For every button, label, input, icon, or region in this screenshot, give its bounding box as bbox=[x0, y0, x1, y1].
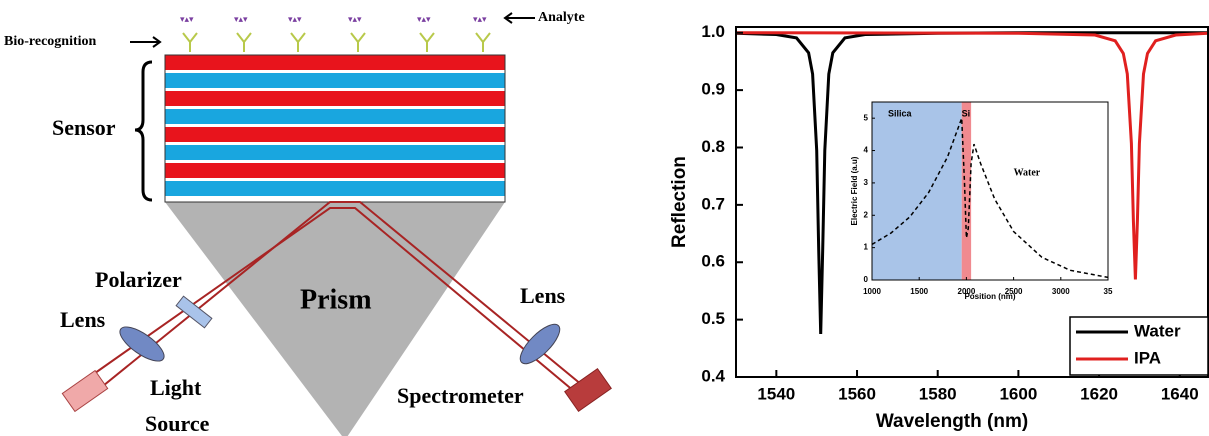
x-tick-label: 1560 bbox=[838, 384, 876, 403]
svg-text:▾▴▾: ▾▴▾ bbox=[234, 14, 248, 24]
figure: ▾▴▾ ▾▴▾ ▾▴▾ ▾▴▾ ▾▴▾ ▾▴▾ Analyte Bio-recognit… bbox=[0, 0, 1209, 436]
region-label: Silica bbox=[888, 108, 913, 118]
layer bbox=[165, 181, 505, 196]
svg-text:▾▴▾: ▾▴▾ bbox=[473, 14, 487, 24]
spectrometer-box bbox=[565, 369, 612, 412]
legend-label: Water bbox=[1134, 321, 1181, 340]
x-tick-label: 1000 bbox=[863, 287, 881, 296]
sensor-stack bbox=[165, 55, 505, 202]
label: Lens bbox=[60, 307, 106, 332]
y-tick-label: 0.8 bbox=[701, 137, 725, 156]
layer bbox=[165, 127, 505, 142]
region bbox=[962, 102, 971, 280]
arrow bbox=[505, 13, 535, 23]
y-tick-label: 3 bbox=[864, 178, 869, 187]
y-tick-label: 0 bbox=[864, 275, 869, 284]
y-axis-label: Reflection bbox=[669, 156, 690, 248]
x-tick-label: 1640 bbox=[1161, 384, 1199, 403]
svg-text:▾▴▾: ▾▴▾ bbox=[180, 14, 194, 24]
layer bbox=[165, 73, 505, 88]
y-tick-label: 1 bbox=[864, 243, 869, 252]
y-tick-label: 0.6 bbox=[701, 252, 725, 271]
x-axis-label: Wavelength (nm) bbox=[876, 411, 1028, 432]
y-tick-label: 0.4 bbox=[701, 366, 725, 385]
svg-text:▾▴▾: ▾▴▾ bbox=[417, 14, 431, 24]
svg-text:▾▴▾: ▾▴▾ bbox=[348, 14, 362, 24]
svg-text:▾▴▾: ▾▴▾ bbox=[288, 14, 302, 24]
page: ▾▴▾ ▾▴▾ ▾▴▾ ▾▴▾ ▾▴▾ ▾▴▾ Analyte Bio-recognit… bbox=[0, 0, 1209, 436]
annotation: Water bbox=[1014, 167, 1041, 178]
y-tick-label: 4 bbox=[864, 146, 869, 155]
x-tick-label: 35 bbox=[1104, 287, 1113, 296]
layer bbox=[165, 55, 505, 70]
y-tick-label: 5 bbox=[864, 113, 869, 122]
diagram: ▾▴▾ ▾▴▾ ▾▴▾ ▾▴▾ ▾▴▾ ▾▴▾ Analyte Bio-recognit… bbox=[4, 10, 611, 436]
y-tick-label: 0.5 bbox=[701, 309, 725, 328]
x-tick-label: 1580 bbox=[919, 384, 957, 403]
label: Sensor bbox=[52, 115, 116, 140]
region-label: Si bbox=[962, 108, 971, 118]
arrow bbox=[130, 37, 160, 47]
layer bbox=[165, 91, 505, 106]
y-axis-label: Electric Field (a.u) bbox=[850, 156, 859, 225]
analyte-dots: ▾▴▾ ▾▴▾ ▾▴▾ ▾▴▾ ▾▴▾ ▾▴▾ bbox=[180, 14, 487, 24]
y-tick-label: 1.0 bbox=[701, 22, 725, 41]
x-axis-label: Position (nm) bbox=[964, 292, 1015, 301]
label: Bio-recognition bbox=[4, 34, 97, 49]
x-tick-label: 1600 bbox=[999, 384, 1037, 403]
label: Prism bbox=[300, 284, 372, 315]
layer bbox=[165, 163, 505, 178]
light-source-box bbox=[62, 371, 107, 412]
label: Lens bbox=[520, 283, 566, 308]
y-tick-label: 0.9 bbox=[701, 80, 725, 99]
x-tick-label: 1540 bbox=[757, 384, 795, 403]
label: Light bbox=[150, 375, 202, 400]
receptors bbox=[183, 33, 490, 52]
label: Spectrometer bbox=[397, 383, 524, 408]
label: Polarizer bbox=[95, 267, 182, 292]
label: Analyte bbox=[538, 10, 585, 25]
region bbox=[872, 102, 962, 280]
y-tick-label: 2 bbox=[864, 210, 869, 219]
x-tick-label: 1500 bbox=[910, 287, 928, 296]
layer bbox=[165, 145, 505, 160]
x-tick-label: 3000 bbox=[1052, 287, 1070, 296]
layer bbox=[165, 109, 505, 124]
label: Source bbox=[145, 411, 210, 436]
legend-label: IPA bbox=[1134, 348, 1161, 367]
x-tick-label: 1620 bbox=[1080, 384, 1118, 403]
y-tick-label: 0.7 bbox=[701, 194, 725, 213]
bracket bbox=[135, 62, 152, 200]
